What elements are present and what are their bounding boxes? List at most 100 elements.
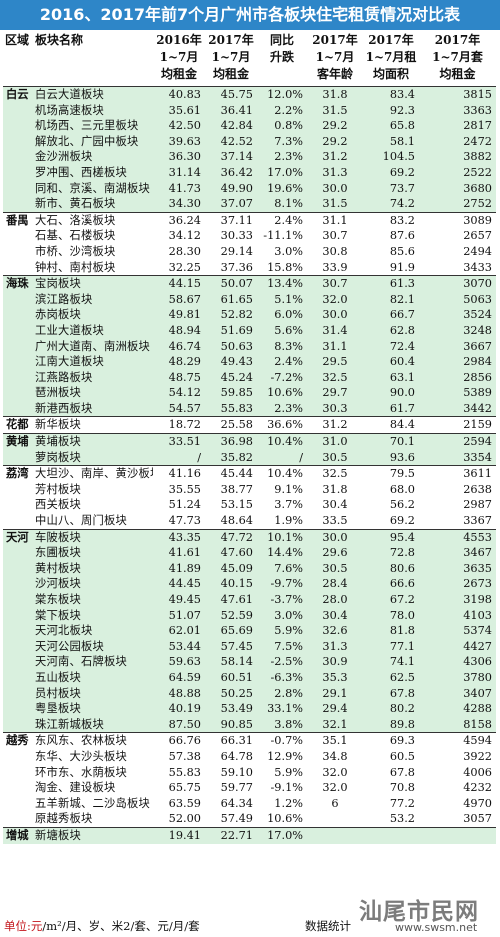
table-cell-block-name: 中山八、周门板块: [35, 514, 127, 528]
table-cell-rent-2016: 49.81: [153, 307, 205, 323]
header-region: 区域: [5, 33, 30, 47]
table-cell-set-rent: 4232: [463, 781, 492, 795]
table-cell-region: [3, 796, 33, 812]
table-cell-yoy: 10.4%: [257, 433, 307, 450]
table-cell-rent-2017: 65.69: [205, 623, 257, 639]
header-age-2017: 2017年 1~7月 客年龄: [307, 30, 363, 87]
table-cell-region: 白云: [3, 85, 33, 103]
table-cell-age: 30.7: [322, 229, 348, 243]
table-cell-rent-2017: 47.61: [205, 592, 257, 608]
table-cell-yoy: 1.9%: [274, 514, 303, 528]
table-cell-rent-2017: 61.65: [205, 291, 257, 308]
table-row: 棠东板块 49.45 47.61 -3.7% 28.0 67.2 3198: [3, 592, 496, 608]
table-cell-set-rent: 2522: [419, 164, 496, 181]
table-cell-block-name: 天河北板块: [33, 623, 153, 639]
table-cell-area: 91.9: [389, 260, 415, 274]
table-cell-region: [3, 592, 33, 608]
table-cell-set-rent: 3667: [419, 338, 496, 355]
table-cell-yoy: -6.3%: [257, 669, 307, 686]
table-cell-region: [3, 244, 33, 260]
table-cell-age: 28.4: [307, 576, 363, 592]
table-cell-area: 92.3: [363, 102, 419, 119]
table-cell-age: 31.8: [322, 482, 348, 496]
table-cell-block-name: 新塘板块: [33, 826, 153, 844]
table-row: 海珠 宝岗板块 44.15 50.07 13.4% 30.7 61.3 3070: [3, 275, 496, 292]
table-cell-rent-2017: 47.60: [205, 545, 257, 561]
table-cell-age: 29.4: [307, 701, 363, 717]
table-cell-yoy: 13.4%: [257, 275, 307, 292]
table-cell-rent-2017: 51.69: [205, 322, 257, 339]
table-cell-area: 60.4: [363, 354, 419, 370]
table-row: 机场高速板块 35.61 36.41 2.2% 31.5 92.3 3363: [3, 102, 496, 119]
table-cell-set-rent: 3354: [419, 449, 496, 466]
table-cell-set-rent: 3882: [419, 149, 496, 165]
table-cell-set-rent: 2856: [419, 369, 496, 386]
table-cell-area: 95.4: [363, 528, 419, 546]
table-cell-age: 32.5: [307, 465, 363, 482]
table-row: 广州大道南、南洲板块 46.74 50.63 8.3% 31.1 72.4 3667: [3, 338, 496, 355]
table-cell-block-name: 罗冲围、西槎板块: [33, 164, 153, 181]
watermark-logo: 汕尾市民网 www.swsm.net: [355, 890, 500, 937]
table-cell-rent-2017: 53.49: [205, 701, 257, 717]
table-cell-rent-2016: 42.50: [153, 118, 205, 134]
table-cell-region: [3, 307, 33, 323]
table-row: 西关板块 51.24 53.15 3.7% 30.4 56.2 2987: [3, 497, 496, 513]
table-cell-area: 53.2: [389, 812, 415, 826]
table-cell-area: 61.3: [363, 275, 419, 292]
table-cell-age: 30.4: [307, 607, 363, 624]
table-cell-area: 85.6: [389, 244, 415, 258]
table-row: 罗冲围、西槎板块 31.14 36.42 17.0% 31.3 69.2 2522: [3, 164, 496, 181]
table-row: 珠江新城板块 87.50 90.85 3.8% 32.1 89.8 8158: [3, 716, 496, 733]
table-cell-block-name: 江南大道板块: [33, 354, 153, 370]
table-cell-set-rent: 3363: [419, 102, 496, 119]
table-cell-yoy: 1.2%: [274, 796, 303, 810]
table-cell-rent-2016: 36.24: [153, 211, 205, 229]
table-cell-set-rent: 2752: [419, 196, 496, 213]
table-cell-region: [3, 385, 33, 401]
table-cell-region: [3, 180, 33, 197]
table-cell-rent-2017: 64.78: [220, 749, 253, 763]
table-cell-area: 77.1: [363, 638, 419, 655]
table-cell-age: 31.4: [307, 322, 363, 339]
table-body: 白云 白云大道板块 40.83 45.75 12.0% 31.8 83.4 3815 机场高速板…: [3, 85, 496, 844]
table-cell-age: 32.0: [322, 781, 348, 795]
table-cell-age: 6: [331, 796, 339, 810]
table-cell-rent-2016: 31.14: [153, 164, 205, 181]
table-row: 机场西、三元里板块 42.50 42.84 0.8% 29.2 65.8 2817: [3, 118, 496, 134]
table-cell-rent-2016: 64.59: [153, 669, 205, 686]
table-row: 金沙洲板块 36.30 37.14 2.3% 31.2 104.5 3882: [3, 149, 496, 165]
table-cell-age: 32.6: [307, 623, 363, 639]
table-cell-area: 69.2: [389, 514, 415, 528]
table-cell-block-name: 市桥、沙湾板块: [35, 244, 116, 258]
table-cell-area: 89.8: [363, 716, 419, 733]
table-cell-set-rent: 2987: [463, 498, 492, 512]
table-row: 江南大道板块 48.29 49.43 2.4% 29.5 60.4 2984: [3, 354, 496, 370]
table-cell-yoy: 2.2%: [257, 102, 307, 119]
header-line: 2016年: [156, 33, 202, 47]
table-cell-set-rent: 2472: [419, 133, 496, 150]
header-rent-2017: 2017年 1~7月 均租金: [205, 30, 257, 87]
table-row: 工业大道板块 48.94 51.69 5.6% 31.4 62.8 3248: [3, 322, 496, 339]
table-row: 原越秀板块 52.00 57.49 10.6% 53.2 3057: [3, 811, 496, 827]
table-cell-yoy: 7.3%: [257, 133, 307, 150]
table-cell-area: 90.0: [363, 385, 419, 401]
table-cell-area: 72.8: [363, 545, 419, 561]
table-cell-region: 花都: [3, 416, 33, 434]
table-cell-yoy: 17.0%: [257, 826, 307, 844]
table-cell-rent-2016: 46.74: [153, 338, 205, 355]
table-cell-set-rent: 4006: [463, 765, 492, 779]
table-cell-block-name: 天河公园板块: [33, 638, 153, 655]
table-cell-set-rent: 4103: [419, 607, 496, 624]
table-cell-set-rent: 2657: [463, 229, 492, 243]
table-cell-set-rent: 3780: [419, 669, 496, 686]
table-cell-yoy: 2.4%: [257, 211, 307, 229]
table-cell-yoy: 2.8%: [257, 685, 307, 702]
table-cell-block-name: 五羊新城、二沙岛板块: [35, 796, 150, 810]
table-cell-set-rent: 4306: [419, 654, 496, 670]
table-cell-set-rent: 2159: [419, 416, 496, 434]
table-cell-set-rent: 8158: [419, 716, 496, 733]
table-row: 番禺 大石、洛溪板块 36.24 37.11 2.4% 31.1 83.2 3089: [3, 211, 496, 229]
table-cell-block-name: 江燕路板块: [33, 369, 153, 386]
table-cell-rent-2017: 60.51: [205, 669, 257, 686]
table-cell-rent-2017: 49.90: [205, 180, 257, 197]
